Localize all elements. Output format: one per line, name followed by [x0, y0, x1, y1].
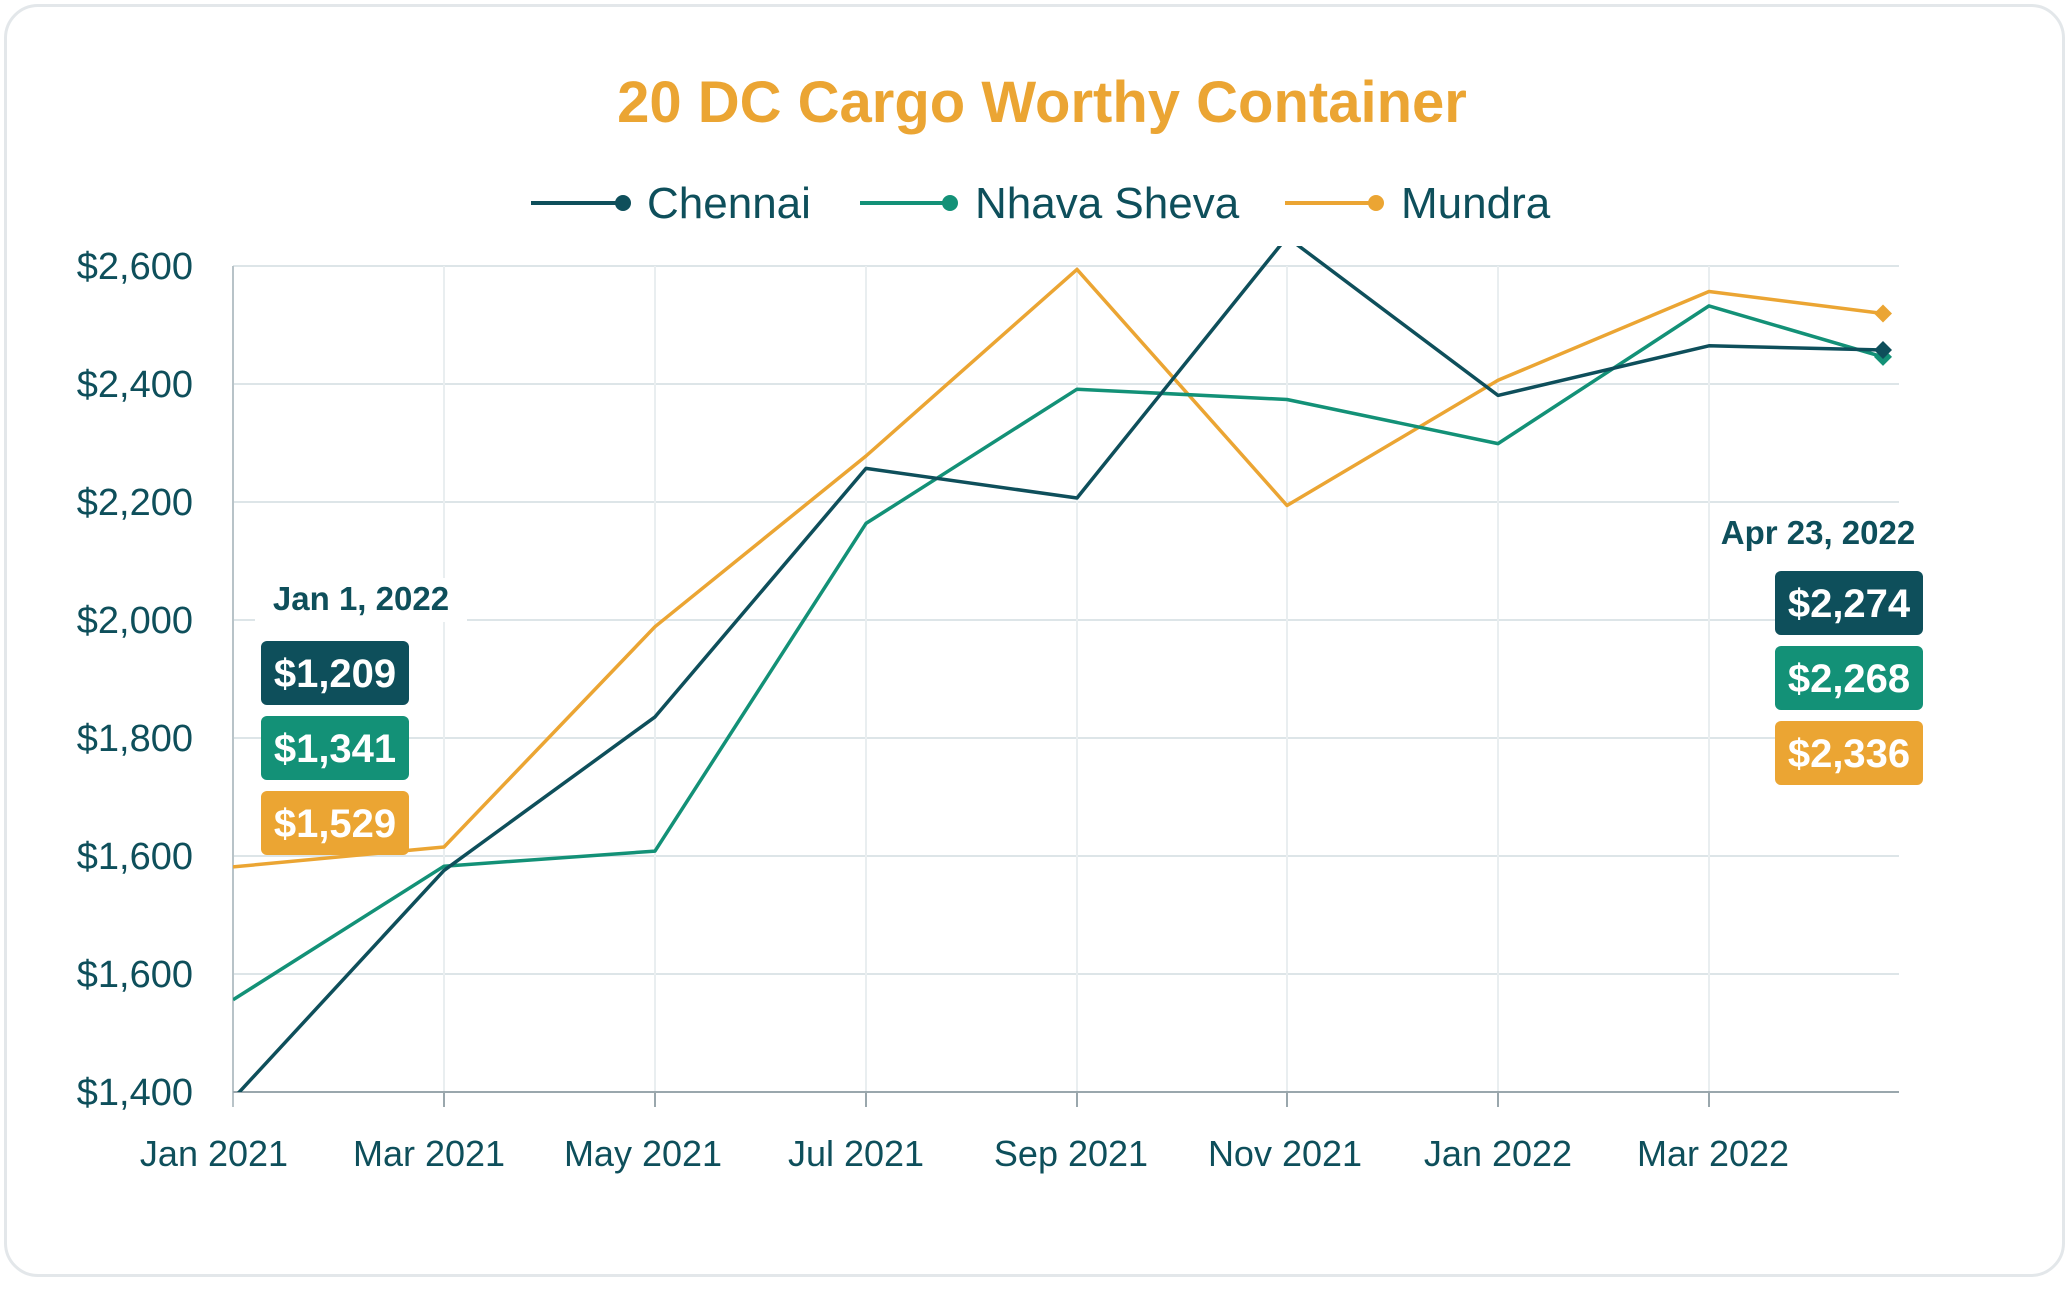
- end-marker-mundra: [1874, 304, 1892, 323]
- y-tick-label-0: $2,600: [77, 246, 193, 288]
- annotation-date-bg-0: [255, 578, 467, 622]
- annotation-value-1-1: $2,268: [1788, 657, 1910, 701]
- y-tick-label-6: $1,600: [77, 954, 193, 996]
- series-line-mundra: [233, 267, 1884, 869]
- x-tick-label-7: Mar 2022: [1637, 1133, 1789, 1174]
- annotation-value-0-2: $1,529: [274, 802, 396, 846]
- chart-title: 20 DC Cargo Worthy Container: [617, 70, 1467, 135]
- end-marker-chennai: [1874, 340, 1892, 359]
- series-line-nhava-sheva: [233, 304, 1884, 1002]
- annotation-badge-0-2: [261, 791, 409, 855]
- legend-label-1: Nhava Sheva: [975, 179, 1240, 228]
- annotation-badge-1-2: [1775, 721, 1923, 785]
- annotation-date-0: Jan 1, 2022: [273, 580, 449, 617]
- annotation-value-1-2: $2,336: [1788, 732, 1910, 776]
- y-tick-label-7: $1,400: [77, 1072, 193, 1114]
- series-line-chennai: [236, 246, 1884, 1092]
- annotation-value-1-0: $2,274: [1788, 582, 1911, 626]
- y-tick-label-4: $1,800: [77, 718, 193, 760]
- annotation-value-0-0: $1,209: [274, 652, 396, 696]
- annotation-value-0-1: $1,341: [274, 727, 396, 771]
- annotation-badge-1-0: [1775, 571, 1923, 635]
- x-tick-label-0: Jan 2021: [140, 1133, 288, 1174]
- annotation-badge-0-1: [261, 716, 409, 780]
- y-tick-label-3: $2,000: [77, 600, 193, 642]
- y-tick-label-1: $2,400: [77, 364, 193, 406]
- x-tick-label-2: May 2021: [564, 1133, 722, 1174]
- annotation-badge-0-0: [261, 641, 409, 705]
- line-chart: 20 DC Cargo Worthy Container Chennai Nhava…: [77, 70, 1924, 1174]
- legend-marker-1: [942, 195, 958, 211]
- x-tick-label-3: Jul 2021: [788, 1133, 924, 1174]
- legend-label-0: Chennai: [647, 179, 811, 228]
- x-tick-label-5: Nov 2021: [1208, 1133, 1362, 1174]
- annotation-badge-1-1: [1775, 646, 1923, 710]
- legend-marker-0: [615, 195, 631, 211]
- annotation-date-bg-1: [1712, 512, 1924, 556]
- y-tick-label-5: $1,600: [77, 836, 193, 878]
- x-tick-label-6: Jan 2022: [1424, 1133, 1572, 1174]
- x-tick-label-4: Sep 2021: [994, 1133, 1148, 1174]
- annotation-date-1: Apr 23, 2022: [1721, 514, 1915, 551]
- legend-marker-2: [1368, 195, 1384, 211]
- chart-card: 20 DC Cargo Worthy Container Chennai Nhava…: [4, 4, 2065, 1277]
- x-tick-label-1: Mar 2021: [353, 1133, 505, 1174]
- legend-label-2: Mundra: [1401, 179, 1551, 228]
- y-tick-label-2: $2,200: [77, 482, 193, 524]
